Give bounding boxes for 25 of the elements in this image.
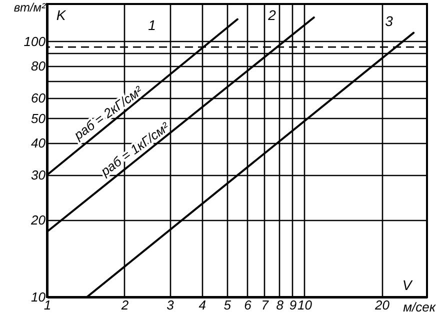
x-axis-title: м/сек (403, 300, 436, 314)
x-tick-label: 5 (224, 298, 232, 312)
x-tick-label: 9 (289, 298, 297, 312)
x-tick-label: 7 (261, 298, 270, 312)
y-tick-label: 20 (30, 212, 46, 228)
x-tick-label: 4 (198, 298, 206, 312)
x-tick-label: 20 (374, 298, 390, 312)
annotation: 2 (267, 7, 276, 23)
y-tick-label: 80 (31, 58, 46, 74)
x-tick-label: 2 (120, 298, 130, 312)
y-tick-label: 40 (31, 136, 46, 151)
y-axis-title: вт/м² (14, 0, 46, 14)
x-tick-label: 6 (244, 298, 252, 312)
annotation: V (402, 277, 414, 293)
y-tick-label: 100 (24, 34, 46, 49)
y-tick-label: 50 (31, 110, 46, 126)
annotation: 1 (148, 17, 156, 33)
annotation: 3 (385, 13, 394, 29)
y-tick-label: 30 (31, 168, 46, 183)
y-tick-label: 60 (31, 90, 46, 106)
x-tick-label: 1 (44, 298, 52, 312)
x-tick-label: 8 (276, 298, 284, 312)
x-tick-label: 10 (298, 298, 313, 312)
annotation: K (56, 7, 66, 23)
x-tick-label: 3 (166, 298, 175, 312)
